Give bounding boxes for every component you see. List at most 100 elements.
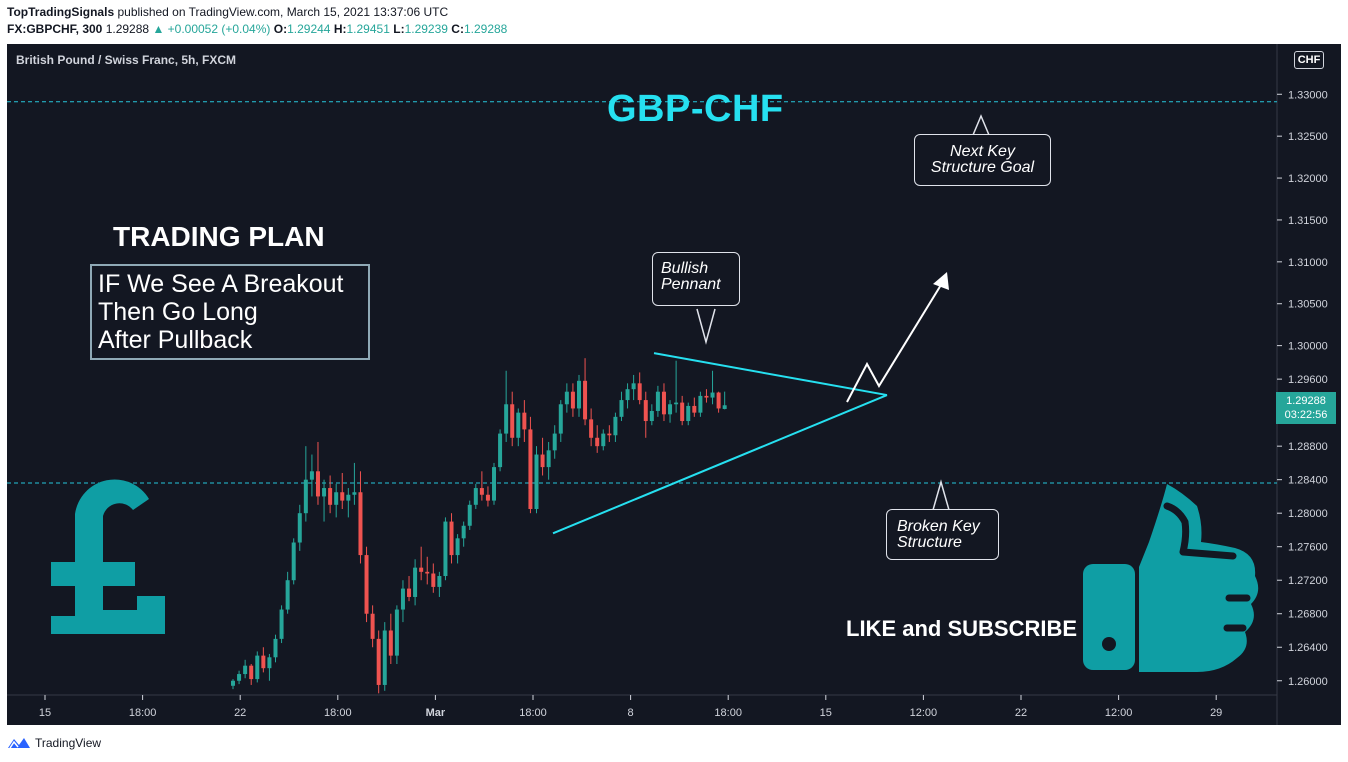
- candle-body: [394, 609, 399, 656]
- candle-body: [704, 395, 709, 398]
- candle-body: [267, 657, 272, 669]
- price-tick-label: 1.28800: [1288, 441, 1328, 453]
- time-tick-label: 18:00: [519, 707, 547, 719]
- candle-body: [540, 454, 545, 468]
- pennant-lower-line: [552, 394, 888, 535]
- time-tick-label: 15: [820, 707, 832, 719]
- candle-body: [291, 542, 296, 581]
- candle-body: [613, 416, 618, 436]
- goal-callout-tail: [972, 114, 990, 136]
- candle-body: [485, 494, 490, 501]
- candle-body: [231, 680, 235, 686]
- current-price-tag: 1.29288 03:22:56: [1276, 392, 1336, 424]
- candle-body: [413, 567, 418, 597]
- candle-body: [237, 674, 242, 681]
- price-tick-label: 1.30000: [1288, 341, 1328, 353]
- candle-body: [315, 471, 320, 497]
- price-tick-label: 1.27200: [1288, 575, 1328, 587]
- pair-title: GBP-CHF: [607, 88, 784, 130]
- time-tick-label: 12:00: [910, 707, 938, 719]
- pennant-callout-tail: [696, 308, 716, 345]
- chart-area[interactable]: 1.33000 1.32500 1.32000 1.31500 1.31000 1.305…: [7, 44, 1341, 725]
- candle-body: [255, 655, 260, 680]
- like-subscribe-text: LIKE and SUBSCRIBE: [846, 616, 1078, 641]
- candle-body: [686, 405, 691, 422]
- price-tick-label: 1.26400: [1288, 642, 1328, 654]
- candle-body: [661, 391, 666, 415]
- current-price: 1.29288: [1286, 395, 1326, 407]
- publish-header: TopTradingSignals published on TradingVi…: [0, 0, 1348, 44]
- tradingview-logo[interactable]: TradingView: [7, 736, 101, 750]
- candle-body: [589, 419, 594, 438]
- candle-body: [522, 412, 527, 430]
- currency-tag[interactable]: CHF: [1294, 51, 1324, 69]
- chart-canvas[interactable]: 1.33000 1.32500 1.32000 1.31500 1.31000 1.305…: [7, 44, 1341, 725]
- candle-body: [461, 525, 466, 539]
- symbol-interval: FX:GBPCHF, 300: [7, 22, 103, 36]
- time-tick-label: 18:00: [129, 707, 157, 719]
- time-tick-label: 12:00: [1105, 707, 1133, 719]
- candle-body: [637, 383, 642, 401]
- plan-line: After Pullback: [98, 326, 253, 354]
- candle-body: [249, 665, 254, 680]
- high-label: H:: [333, 22, 347, 36]
- open-value: 1.29244: [287, 22, 331, 36]
- callout-line: Bullish: [661, 260, 709, 277]
- open-label: O:: [273, 22, 288, 36]
- candle-body: [698, 395, 703, 413]
- candle-body: [431, 573, 436, 587]
- candle-body: [322, 488, 327, 497]
- horizontal-levels: [7, 101, 1277, 484]
- time-axis[interactable]: 15 18:00 22 18:00 Mar 18:00 8 18:00 15 12:00 22 12:…: [39, 695, 1222, 719]
- bar-countdown: 03:22:56: [1284, 409, 1328, 421]
- time-tick-label: 29: [1210, 707, 1222, 719]
- low-value: 1.29239: [404, 22, 448, 36]
- candle-body: [558, 404, 563, 434]
- plan-text-box: IF We See A Breakout Then Go Long After …: [90, 264, 370, 360]
- price-tick-label: 1.31000: [1288, 257, 1328, 269]
- price-tick-label: 1.28000: [1288, 508, 1328, 520]
- candles-layer: [231, 358, 727, 694]
- candle-body: [552, 433, 557, 451]
- price-tick-label: 1.33000: [1288, 89, 1328, 101]
- candle-body: [716, 392, 721, 409]
- candle-body: [722, 405, 727, 409]
- price-tick-label: 1.31500: [1288, 215, 1328, 227]
- callout-line: Structure: [897, 534, 962, 551]
- change-text: ▲ +0.00052 (+0.04%): [152, 22, 271, 36]
- candle-body: [576, 380, 581, 409]
- candle-body: [583, 380, 588, 420]
- candle-body: [273, 638, 278, 658]
- candle-body: [479, 488, 484, 495]
- low-label: L:: [393, 22, 405, 36]
- candle-body: [631, 383, 636, 390]
- symbol-line: FX:GBPCHF, 300 1.29288 ▲ +0.00052 (+0.04…: [7, 22, 507, 36]
- candle-body: [303, 479, 308, 514]
- published-text: published on TradingView.com, March 15, …: [117, 5, 449, 19]
- close-label: C:: [451, 22, 464, 36]
- candle-body: [595, 437, 600, 447]
- time-tick-label: 22: [1015, 707, 1027, 719]
- candle-body: [473, 488, 478, 505]
- price-tick-label: 1.29600: [1288, 374, 1328, 386]
- publisher-name[interactable]: TopTradingSignals: [7, 5, 115, 19]
- thumbs-up-icon: [1083, 484, 1259, 672]
- candle-body: [498, 433, 503, 468]
- candle-body: [449, 521, 454, 556]
- trendlines-layer: [552, 352, 888, 535]
- candle-body: [346, 494, 351, 501]
- time-tick-label: 18:00: [714, 707, 742, 719]
- close-value: 1.29288: [463, 22, 508, 36]
- candle-body: [419, 567, 424, 572]
- callout-line: Structure Goal: [930, 159, 1035, 176]
- pennant-upper-line: [653, 352, 888, 397]
- candle-body: [564, 391, 569, 405]
- candle-body: [285, 580, 290, 610]
- candle-body: [352, 492, 357, 495]
- candle-body: [546, 450, 551, 468]
- price-tick-label: 1.27600: [1288, 542, 1328, 554]
- price-axis[interactable]: 1.33000 1.32500 1.32000 1.31500 1.31000 1.305…: [1277, 89, 1328, 688]
- candle-body: [400, 588, 405, 610]
- candle-body: [655, 391, 660, 411]
- footer: TradingView: [0, 728, 1348, 762]
